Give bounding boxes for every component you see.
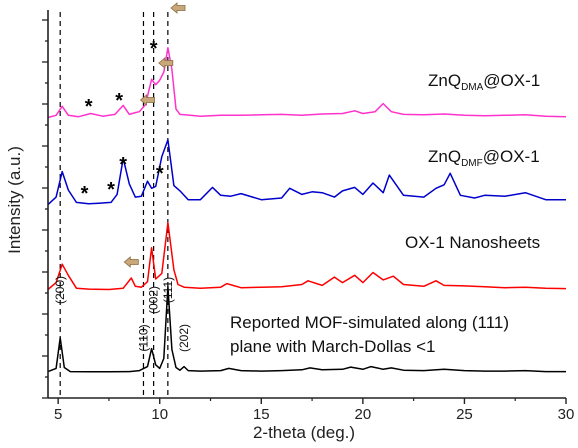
y-axis-title: Intensity (a.u.) [5,146,24,254]
dma-label-main: ZnQ [428,71,461,90]
peak-label-4: (202) [177,324,191,352]
star-dmf-0: * [81,183,89,205]
dma-series-label: ZnQDMA@OX-1 [428,71,540,93]
dmf-series-label: ZnQDMF@OX-1 [428,147,540,169]
dmf-label-sub: DMF [461,158,483,169]
star-dmf-2: * [119,154,127,176]
y-ticks [42,19,48,399]
peak-label-2: (002) [147,286,161,314]
simulated-series-label-line1: Reported MOF-simulated along (111) [230,313,509,332]
x-tick-label-25: 25 [456,406,473,423]
dma-label-tail: @OX-1 [483,71,540,90]
nanosheets-series-label: OX-1 Nanosheets [405,233,540,252]
x-tick-label-20: 20 [355,406,372,423]
arrow-left-icon [158,57,174,69]
x-tick-label-30: 30 [558,406,575,423]
star-dma-1: * [115,90,123,112]
dma-label-sub: DMA [461,82,484,93]
peak-label-1: (110) [136,324,150,351]
star-markers: * ** ** ** [81,38,164,205]
star-dma-0: * [85,96,93,118]
dashed-reference-lines [59,12,169,398]
series-line-1 [47,222,567,291]
x-axis-title: 2-theta (deg.) [253,423,355,442]
arrow-left-icon [123,256,139,268]
arrow-left-icon [139,94,155,106]
star-dmf-3: * [156,163,164,185]
x-ticks: 5 10 15 20 25 30 [54,398,574,423]
arrow-markers [123,2,186,268]
x-tick-label-5: 5 [54,406,62,423]
peak-label-0: (200) [53,276,67,304]
series-line-0 [47,285,566,373]
peak-label-3: (111) [161,277,175,303]
x-tick-label-15: 15 [253,406,270,423]
star-dmf-1: * [107,179,115,201]
x-tick-label-10: 10 [151,406,168,423]
series-lines [47,47,567,373]
series-line-3 [47,47,567,119]
dmf-label-tail: @OX-1 [483,147,540,166]
star-dma-2: * [150,38,158,60]
simulated-series-label-line2: plane with March-Dollas <1 [230,337,436,356]
axes [47,10,566,399]
dmf-label-main: ZnQ [428,147,461,166]
peak-labels: (200) (110) (002) (111) (202) [53,276,191,352]
series-line-2 [47,139,566,206]
arrow-left-icon [170,2,186,14]
